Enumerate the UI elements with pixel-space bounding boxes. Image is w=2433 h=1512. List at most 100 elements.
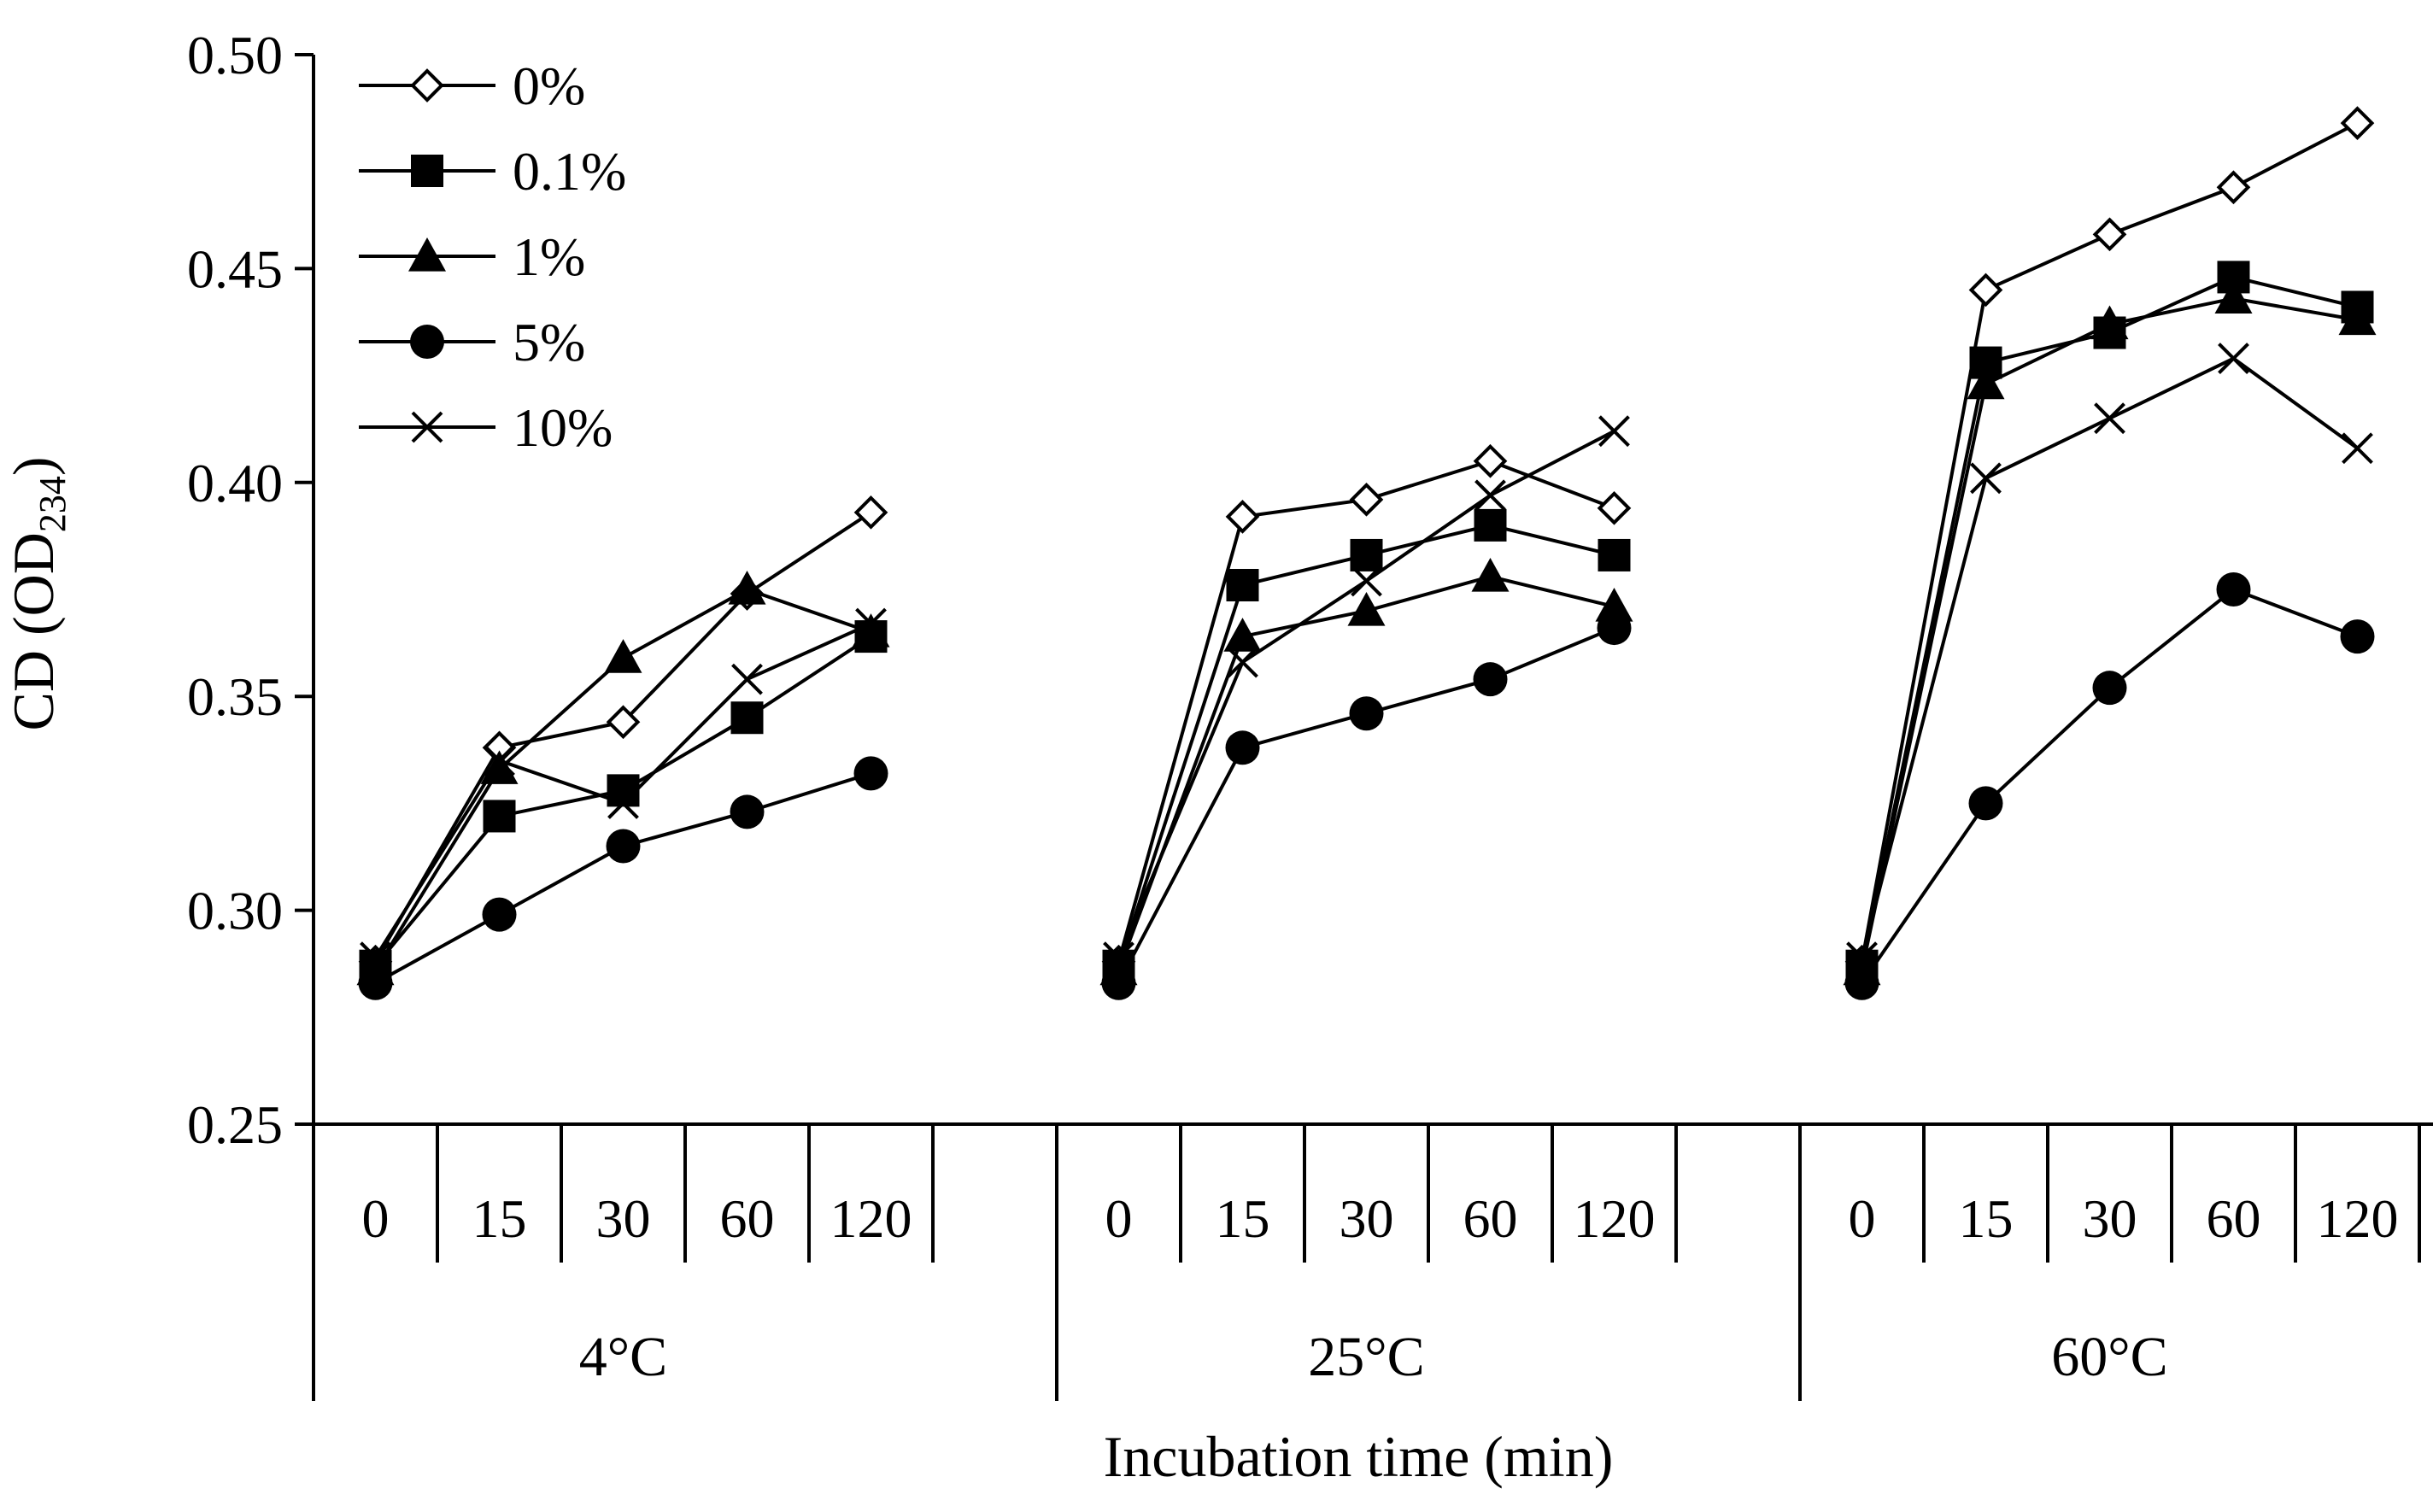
- data-point: [1223, 618, 1262, 652]
- data-point: [1595, 588, 1633, 622]
- y-tick-label: 0.25: [187, 1094, 283, 1155]
- data-point: [1101, 965, 1136, 1000]
- data-point: [2094, 402, 2125, 435]
- series-line-1: [1117, 523, 1615, 967]
- x-tick-label: 0: [362, 1188, 390, 1249]
- data-point: [484, 744, 515, 777]
- group-label: 4°C: [579, 1326, 667, 1388]
- data-point: [1967, 365, 2005, 400]
- data-point: [731, 663, 763, 695]
- data-point: [853, 495, 888, 530]
- legend-marker: [410, 325, 444, 359]
- data-point: [1598, 415, 1630, 448]
- data-point: [1349, 696, 1384, 731]
- y-tick-label: 0.45: [187, 238, 283, 299]
- group-label: 60°C: [2051, 1326, 2167, 1388]
- x-tick-label: 120: [830, 1188, 912, 1249]
- series-line-2: [1860, 296, 2358, 971]
- group-label: 25°C: [1308, 1326, 1424, 1388]
- data-point: [1351, 565, 1382, 597]
- data-point: [1846, 941, 1878, 974]
- legend-label: 5%: [513, 312, 585, 372]
- x-tick-label: 120: [2317, 1188, 2399, 1249]
- data-point: [852, 613, 890, 648]
- data-point: [1103, 941, 1134, 974]
- legend-marker: [410, 68, 444, 103]
- data-point: [1844, 965, 1879, 1000]
- data-point: [1474, 508, 1507, 542]
- y-tick-label: 0.30: [187, 881, 283, 941]
- legend-label: 1%: [513, 226, 585, 287]
- data-point: [2340, 619, 2375, 654]
- data-point: [2214, 279, 2253, 314]
- data-point: [1968, 786, 2003, 821]
- data-point: [358, 965, 393, 1000]
- data-point: [483, 800, 516, 833]
- data-point: [2216, 170, 2251, 205]
- data-point: [730, 701, 764, 735]
- data-point: [1225, 500, 1260, 534]
- data-point: [606, 705, 641, 740]
- data-point: [2090, 305, 2129, 340]
- data-point: [1473, 443, 1508, 478]
- x-tick-label: 60: [1463, 1188, 1518, 1249]
- data-point: [2216, 572, 2251, 607]
- legend-marker: [411, 411, 443, 443]
- data-point: [2340, 106, 2375, 140]
- x-axis-title: Incubation time (min): [1104, 1424, 1614, 1489]
- data-point: [855, 607, 887, 640]
- data-point: [2342, 432, 2373, 465]
- legend-label: 10%: [513, 397, 613, 458]
- data-point: [1968, 273, 2003, 308]
- data-point: [1474, 479, 1506, 512]
- data-point: [2092, 671, 2127, 706]
- x-tick-label: 0: [1849, 1188, 1876, 1249]
- legend-label: 0%: [513, 56, 585, 116]
- y-tick-label: 0.40: [187, 453, 283, 513]
- data-point: [1349, 483, 1384, 517]
- y-tick-label: 0.35: [187, 666, 283, 727]
- data-point: [2218, 343, 2249, 374]
- data-point: [1226, 568, 1259, 601]
- data-point: [1598, 538, 1631, 571]
- x-tick-label: 60: [2207, 1188, 2261, 1249]
- x-tick-label: 30: [596, 1188, 651, 1249]
- data-point: [482, 897, 517, 932]
- x-tick-label: 15: [1216, 1188, 1270, 1249]
- y-axis-title: CD (OD234): [1, 457, 73, 731]
- series-line-2: [1117, 574, 1615, 971]
- legend-label: 0.1%: [513, 141, 626, 202]
- x-tick-label: 30: [2083, 1188, 2137, 1249]
- legend-marker: [411, 155, 443, 187]
- x-tick-label: 15: [472, 1188, 527, 1249]
- data-point: [607, 787, 639, 819]
- data-point: [728, 571, 766, 605]
- data-point: [730, 794, 765, 829]
- data-point: [1347, 592, 1386, 626]
- data-point: [1970, 462, 2002, 495]
- series-line-3: [1860, 587, 2359, 984]
- data-point: [1597, 611, 1632, 646]
- x-tick-label: 0: [1105, 1188, 1133, 1249]
- data-point: [604, 639, 642, 673]
- data-point: [606, 829, 641, 864]
- data-point: [1597, 491, 1632, 525]
- data-point: [480, 750, 519, 784]
- data-point: [1471, 557, 1510, 592]
- series-line-3: [1117, 626, 1615, 984]
- data-point: [2338, 301, 2377, 336]
- data-point: [2092, 217, 2127, 252]
- x-tick-label: 60: [720, 1188, 775, 1249]
- y-tick-label: 0.50: [187, 25, 283, 85]
- x-tick-label: 120: [1574, 1188, 1656, 1249]
- data-point: [1473, 662, 1508, 697]
- x-tick-label: 15: [1959, 1188, 2014, 1249]
- data-point: [1227, 646, 1258, 678]
- series-line-4: [1860, 356, 2359, 958]
- data-point: [1350, 538, 1383, 571]
- data-point: [1225, 730, 1260, 765]
- data-point: [360, 941, 391, 974]
- legend-marker: [408, 237, 446, 272]
